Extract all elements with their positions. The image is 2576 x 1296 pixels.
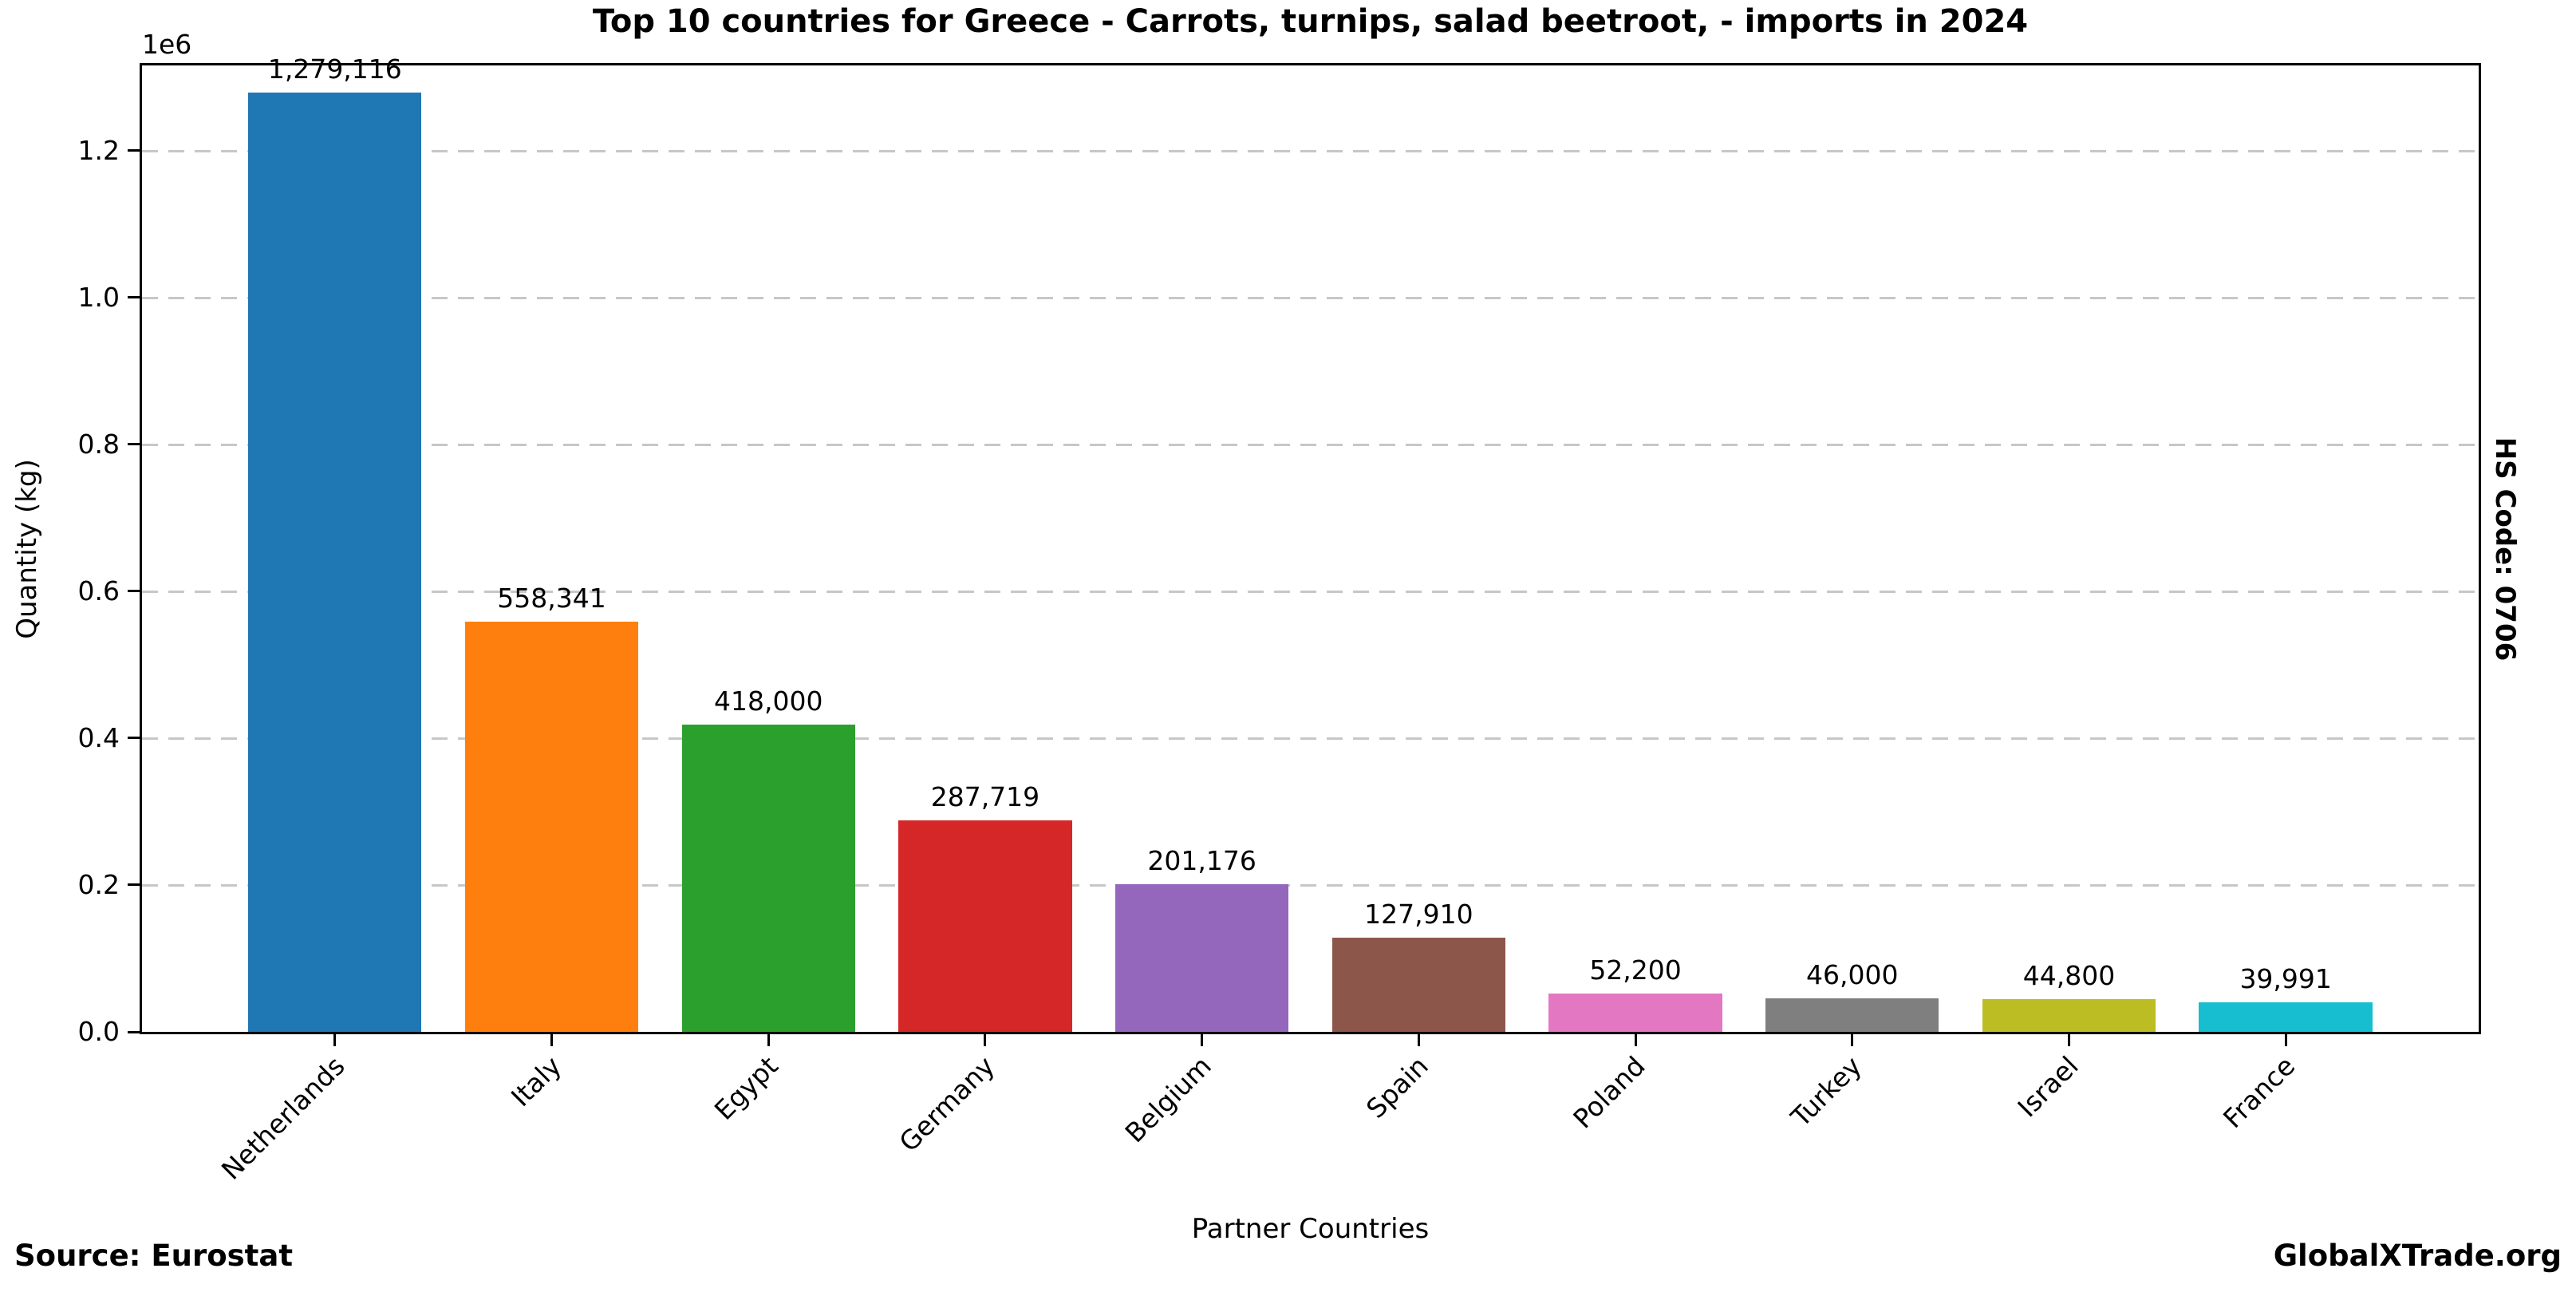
bar-france [2199,1002,2373,1032]
y-tick-label: 0.8 [77,428,120,460]
x-axis-label: Partner Countries [1191,1213,1430,1245]
x-tick-mark [1851,1034,1854,1046]
y-tick-mark [128,296,140,299]
x-tick-mark [1417,1034,1420,1046]
chart-title: Top 10 countries for Greece - Carrots, t… [592,3,2029,40]
bar-value-label: 558,341 [497,583,606,614]
bar-belgium [1114,883,1289,1032]
y-tick-label: 0.4 [77,721,120,753]
x-tick-mark [550,1034,554,1046]
x-tick-label-netherlands: Netherlands [215,1050,351,1186]
x-tick-mark [2067,1034,2070,1046]
x-tick-mark [1201,1034,1204,1046]
y-axis-label: Quantity (kg) [11,459,43,639]
bar-value-label: 418,000 [713,686,823,717]
y-tick-label: 0.2 [77,868,120,900]
bar-spain [1331,938,1506,1032]
x-tick-mark [2284,1034,2287,1046]
gridline [142,883,2479,887]
y-tick-mark [128,590,140,593]
x-tick-mark [767,1034,770,1046]
bar-poland [1548,993,1722,1032]
gridline [142,737,2479,740]
gridline [142,443,2479,446]
x-tick-label-turkey: Turkey [1785,1050,1868,1133]
y-tick-label: 0.6 [77,575,120,607]
bar-value-label: 52,200 [1589,954,1682,986]
x-tick-label-egypt: Egypt [708,1050,784,1126]
bar-value-label: 127,910 [1364,899,1473,931]
bar-germany [898,820,1072,1032]
y-tick-label: 1.0 [77,281,120,313]
x-tick-mark [333,1034,337,1046]
y-tick-mark [128,883,140,887]
x-tick-mark [1634,1034,1637,1046]
y-axis-offset-text: 1e6 [142,29,192,60]
plot-canvas: 1,279,116 558,341 418,000 287,719 201,176 127… [142,53,2479,1032]
bar-value-label: 44,800 [2022,959,2116,991]
bar-egypt [681,725,855,1032]
gridline [142,590,2479,593]
y-tick-label: 1.2 [77,134,120,166]
y-tick-mark [128,1030,140,1033]
bar-value-label: 287,719 [930,781,1040,813]
y-tick-mark [128,737,140,740]
bar-value-label: 1,279,116 [267,53,402,85]
bar-value-label: 46,000 [1806,958,1899,990]
x-tick-label-france: France [2217,1050,2302,1135]
x-tick-label-israel: Israel [2011,1050,2085,1124]
x-tick-label-germany: Germany [893,1050,1001,1158]
brand-label: GlobalXTrade.org [2273,1239,2562,1273]
y-tick-label: 0.0 [77,1016,120,1047]
hs-code-label: HS Code: 0706 [2489,437,2521,662]
x-tick-label-belgium: Belgium [1118,1050,1218,1149]
bar-israel [1982,998,2156,1032]
source-label: Source: Eurostat [14,1239,294,1273]
bar-italy [464,622,639,1032]
bar-netherlands [248,92,422,1032]
x-tick-label-poland: Poland [1567,1050,1651,1135]
gridline [142,296,2479,299]
bar-value-label: 201,176 [1147,844,1256,876]
gridline [142,149,2479,152]
plot-area: 1,279,116 558,341 418,000 287,719 201,176 127… [140,53,2481,1034]
x-tick-label-spain: Spain [1360,1050,1434,1124]
y-tick-mark [128,149,140,152]
x-tick-label-italy: Italy [504,1050,568,1113]
y-tick-mark [128,443,140,446]
x-tick-mark [984,1034,987,1046]
bar-value-label: 39,991 [2239,963,2332,995]
bar-turkey [1765,998,1939,1032]
